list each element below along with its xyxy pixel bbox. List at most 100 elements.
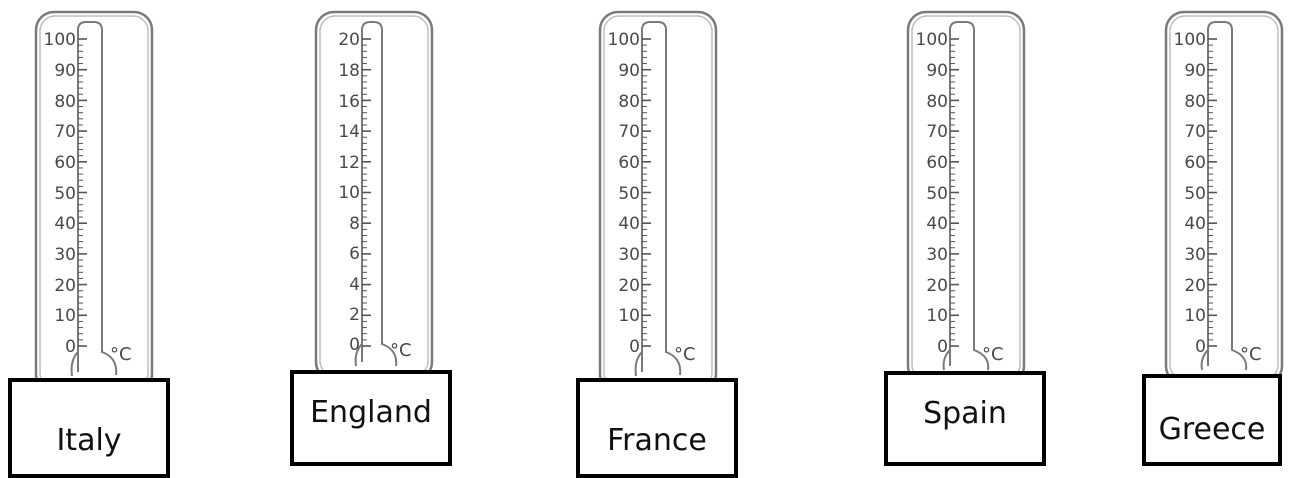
scale-labels: 100 90 80 70 60 50 40 30 20 10 0 [1174, 30, 1206, 357]
scale-label: 40 [1184, 214, 1206, 234]
country-label: Spain [923, 396, 1007, 431]
thermometer-tube [949, 21, 990, 371]
scale-label: 20 [1184, 276, 1206, 296]
scale-label: 6 [349, 244, 360, 264]
scale-label: 70 [926, 122, 948, 142]
scale-label: 60 [54, 153, 76, 173]
thermometer-graphic: 100 90 80 70 60 50 40 30 20 10 0 °C [34, 10, 154, 394]
scale-label: 18 [338, 61, 360, 81]
scale-label: 30 [926, 245, 948, 265]
scale-label: 70 [54, 122, 76, 142]
thermometer-tube [1207, 21, 1248, 371]
scale-label: 50 [618, 184, 640, 204]
scale-label: 30 [1184, 245, 1206, 265]
scale-label: 20 [54, 276, 76, 296]
scale-label: 100 [1174, 30, 1206, 50]
thermometer-bulb-left [354, 343, 363, 367]
scale-label: 100 [916, 30, 948, 50]
thermometer-bulb-left [70, 351, 79, 377]
scale-label: 100 [44, 30, 76, 50]
thermometer-spain: 100 90 80 70 60 50 40 30 20 10 0 °C Spai… [874, 0, 1114, 466]
scale-label: 4 [349, 275, 360, 295]
country-label-box: England [290, 370, 452, 466]
scale-label: 16 [338, 92, 360, 112]
unit-label: °C [110, 344, 132, 365]
country-label: England [310, 394, 432, 430]
country-label-box: Italy [8, 378, 170, 478]
country-label-box: Spain [884, 371, 1046, 466]
scale-label: 50 [1184, 184, 1206, 204]
scale-label: 12 [338, 153, 360, 173]
scale-label: 10 [338, 183, 360, 203]
scale-ticks [950, 38, 959, 347]
thermometer-casing [314, 10, 434, 382]
thermometer-england: 20 18 16 14 12 10 8 6 4 2 0 °C England [282, 0, 522, 466]
scale-label: 0 [65, 337, 76, 357]
scale-labels: 100 90 80 70 60 50 40 30 20 10 0 [608, 30, 640, 357]
country-label: Greece [1158, 411, 1266, 447]
scale-label: 10 [54, 306, 76, 326]
scale-label: 40 [618, 214, 640, 234]
scale-label: 70 [618, 122, 640, 142]
scale-label: 60 [926, 153, 948, 173]
scale-label: 50 [54, 184, 76, 204]
country-label-box: France [576, 378, 738, 478]
scale-label: 20 [926, 276, 948, 296]
thermometer-tube [361, 21, 398, 367]
unit-label: °C [982, 344, 1004, 365]
scale-label: 60 [1184, 153, 1206, 173]
scale-label: 40 [54, 214, 76, 234]
scale-label: 90 [1184, 61, 1206, 81]
scale-label: 20 [338, 30, 360, 50]
thermometer-tube [641, 21, 682, 376]
scale-label: 0 [629, 337, 640, 357]
scale-label: 0 [1195, 337, 1206, 357]
scale-labels: 100 90 80 70 60 50 40 30 20 10 0 [916, 30, 948, 357]
unit-label: °C [674, 344, 696, 365]
scale-label: 10 [618, 306, 640, 326]
scale-ticks [362, 38, 371, 347]
scale-label: 80 [926, 92, 948, 112]
unit-label: °C [390, 340, 412, 361]
scale-label: 20 [618, 276, 640, 296]
thermometer-tube [77, 21, 118, 376]
scale-label: 80 [1184, 92, 1206, 112]
scale-label: 0 [937, 337, 948, 357]
scale-labels: 20 18 16 14 12 10 8 6 4 2 0 [338, 30, 360, 355]
scale-label: 10 [1184, 306, 1206, 326]
scale-ticks [78, 38, 87, 347]
scale-label: 80 [54, 92, 76, 112]
scale-label: 8 [349, 214, 360, 234]
thermometer-france: 100 90 80 70 60 50 40 30 20 10 0 °C Fran… [566, 0, 806, 478]
scale-labels: 100 90 80 70 60 50 40 30 20 10 0 [44, 30, 76, 357]
scale-label: 40 [926, 214, 948, 234]
thermometer-bulb-left [634, 351, 643, 377]
thermometer-graphic: 100 90 80 70 60 50 40 30 20 10 0 °C [906, 10, 1026, 386]
unit-label: °C [1240, 344, 1262, 365]
scale-label: 90 [926, 61, 948, 81]
scale-label: 90 [54, 61, 76, 81]
scale-label: 30 [618, 245, 640, 265]
scale-label: 80 [618, 92, 640, 112]
country-label-box: Greece [1142, 374, 1282, 466]
scale-ticks [642, 38, 651, 347]
scale-label: 14 [338, 122, 360, 142]
scale-label: 2 [349, 305, 360, 325]
thermometer-italy: 100 90 80 70 60 50 40 30 20 10 0 °C Ital… [0, 0, 240, 478]
scale-label: 30 [54, 245, 76, 265]
scale-label: 100 [608, 30, 640, 50]
scale-label: 70 [1184, 122, 1206, 142]
scale-label: 50 [926, 184, 948, 204]
scale-label: 10 [926, 306, 948, 326]
country-label: Italy [56, 422, 122, 458]
thermometer-graphic: 20 18 16 14 12 10 8 6 4 2 0 °C [314, 10, 434, 382]
thermometer-graphic: 100 90 80 70 60 50 40 30 20 10 0 °C [1164, 10, 1284, 386]
scale-ticks [1208, 38, 1217, 347]
country-label: France [607, 422, 707, 458]
thermometer-graphic: 100 90 80 70 60 50 40 30 20 10 0 °C [598, 10, 718, 394]
thermometer-greece: 100 90 80 70 60 50 40 30 20 10 0 °C Gree… [1132, 0, 1302, 466]
scale-label: 60 [618, 153, 640, 173]
scale-label: 0 [349, 335, 360, 355]
scale-label: 90 [618, 61, 640, 81]
thermometer-bulb-left [942, 349, 951, 371]
